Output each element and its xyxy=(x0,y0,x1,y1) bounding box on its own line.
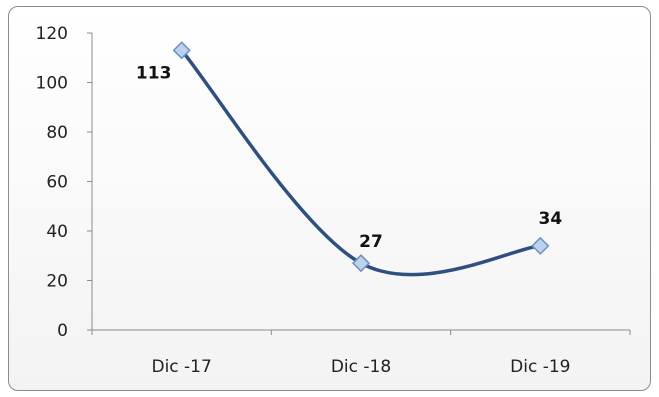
y-tick-label: 60 xyxy=(46,173,68,193)
data-label: 113 xyxy=(136,63,172,83)
data-point-marker xyxy=(351,254,371,273)
series-group xyxy=(172,41,550,277)
chart-axes xyxy=(91,33,630,331)
data-label: 27 xyxy=(359,232,383,252)
x-axis-ticks: Dic -17 Dic -18 Dic -19 xyxy=(91,330,631,377)
x-tick-label: Dic -18 xyxy=(331,357,391,377)
x-tick-label: Dic -17 xyxy=(151,357,211,377)
data-point-marker xyxy=(531,236,550,255)
y-tick-label: 120 xyxy=(36,24,68,44)
y-tick-label: 100 xyxy=(36,74,68,94)
chart-frame xyxy=(8,6,651,391)
data-labels: 113 27 34 xyxy=(136,63,562,252)
y-tick-label: 0 xyxy=(57,321,68,341)
y-tick-label: 40 xyxy=(46,222,68,242)
y-tick-label: 20 xyxy=(46,272,68,292)
x-tick-label: Dic -19 xyxy=(510,357,570,377)
y-tick-label: 80 xyxy=(46,123,68,143)
y-axis-ticks: 0 20 40 60 80 100 120 xyxy=(36,24,92,341)
data-label: 34 xyxy=(538,209,562,229)
data-point-marker xyxy=(172,41,191,60)
